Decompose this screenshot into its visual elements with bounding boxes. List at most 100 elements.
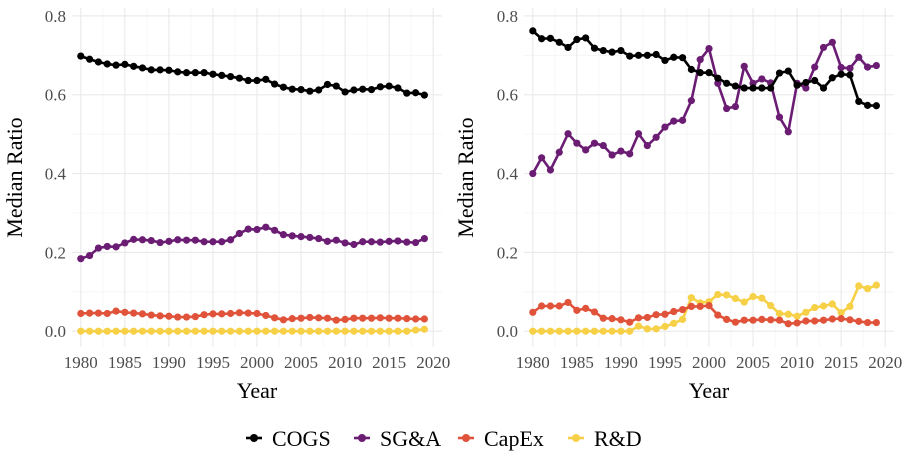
data-point-randd xyxy=(156,327,164,335)
data-point-cogs xyxy=(138,64,147,72)
data-point-cogs xyxy=(793,81,801,89)
data-point-capex xyxy=(156,312,164,320)
data-point-sganda xyxy=(297,233,305,241)
data-point-capex xyxy=(846,316,854,324)
y-tick-label: 0.0 xyxy=(497,322,518,341)
data-point-randd xyxy=(209,327,217,335)
data-point-randd xyxy=(403,327,411,335)
x-tick-label: 2010 xyxy=(780,353,814,372)
data-point-randd xyxy=(819,302,828,310)
data-point-cogs xyxy=(288,85,296,93)
y-tick-label: 0.2 xyxy=(497,243,518,262)
data-point-cogs xyxy=(297,85,305,94)
data-point-sganda xyxy=(420,234,428,243)
data-point-randd xyxy=(652,325,660,333)
data-point-randd xyxy=(723,291,731,299)
data-point-cogs xyxy=(94,58,103,66)
data-point-capex xyxy=(740,316,748,324)
data-point-capex xyxy=(191,313,199,321)
data-point-capex xyxy=(112,307,120,315)
data-point-capex xyxy=(705,302,713,310)
data-point-sganda xyxy=(546,166,555,174)
legend-item-randd: R&D xyxy=(568,426,642,451)
y-tick-label: 0.6 xyxy=(45,86,66,105)
data-point-cogs xyxy=(103,60,111,68)
data-point-cogs xyxy=(564,43,572,52)
data-point-capex xyxy=(130,309,138,317)
y-tick-label: 0.4 xyxy=(45,165,67,184)
data-point-capex xyxy=(555,302,563,310)
data-point-capex xyxy=(749,316,757,324)
data-point-cogs xyxy=(872,102,880,110)
data-point-capex xyxy=(626,318,634,326)
data-point-randd xyxy=(94,327,103,335)
data-point-randd xyxy=(367,327,376,335)
data-point-capex xyxy=(837,315,845,323)
data-point-randd xyxy=(218,327,226,335)
data-point-cogs xyxy=(165,66,173,74)
legend-label: R&D xyxy=(594,426,642,451)
data-point-cogs xyxy=(112,61,120,69)
legend-label: CapEx xyxy=(484,426,544,451)
data-point-cogs xyxy=(315,86,323,94)
data-point-capex xyxy=(564,298,572,307)
data-point-cogs xyxy=(271,80,279,88)
data-point-capex xyxy=(590,308,599,316)
data-point-randd xyxy=(643,325,651,333)
data-point-randd xyxy=(226,327,235,335)
data-point-capex xyxy=(546,302,555,310)
data-point-randd xyxy=(855,282,863,290)
data-point-capex xyxy=(855,317,863,325)
data-point-randd xyxy=(420,325,428,333)
data-point-randd xyxy=(670,319,678,327)
data-point-cogs xyxy=(86,55,94,63)
data-point-capex xyxy=(670,307,678,316)
data-point-cogs xyxy=(855,97,863,106)
data-point-randd xyxy=(165,327,173,335)
data-point-capex xyxy=(863,318,872,327)
data-point-cogs xyxy=(218,71,226,80)
data-point-randd xyxy=(775,309,784,318)
data-point-cogs xyxy=(244,76,252,85)
data-point-sganda xyxy=(191,236,199,244)
legend-item-cogs: COGS xyxy=(246,426,331,451)
data-point-sganda xyxy=(837,63,845,72)
data-point-capex xyxy=(77,309,85,318)
x-tick-label: 1985 xyxy=(108,353,142,372)
series-line-randd xyxy=(79,327,426,333)
data-point-capex xyxy=(723,315,731,324)
data-point-randd xyxy=(678,315,687,324)
data-point-sganda xyxy=(617,147,625,155)
data-point-sganda xyxy=(112,243,120,251)
data-point-sganda xyxy=(244,225,252,233)
data-point-capex xyxy=(182,313,191,321)
grid xyxy=(524,8,894,347)
data-point-capex xyxy=(599,314,607,322)
data-point-cogs xyxy=(359,85,367,93)
series-capex xyxy=(77,307,428,324)
x-tick-label: 2020 xyxy=(416,353,450,372)
data-point-cogs xyxy=(846,71,854,79)
x-tick-label: 1985 xyxy=(560,353,594,372)
x-tick-label: 2020 xyxy=(868,353,902,372)
data-point-sganda xyxy=(758,75,766,83)
y-tick-label: 0.8 xyxy=(45,7,66,26)
data-point-capex xyxy=(200,311,208,319)
data-point-capex xyxy=(147,311,155,319)
series-capex xyxy=(529,298,880,328)
y-tick-label: 0.4 xyxy=(497,165,519,184)
data-point-cogs xyxy=(77,52,85,60)
data-point-randd xyxy=(846,302,854,310)
data-point-sganda xyxy=(608,151,616,159)
data-point-randd xyxy=(323,327,332,335)
data-point-capex xyxy=(288,315,296,323)
data-point-sganda xyxy=(226,236,235,244)
data-point-randd xyxy=(147,327,155,335)
data-point-cogs xyxy=(341,88,349,96)
data-point-randd xyxy=(244,327,252,335)
data-point-capex xyxy=(573,306,581,314)
data-point-cogs xyxy=(775,69,784,77)
x-tick-label: 1995 xyxy=(648,353,682,372)
data-point-randd xyxy=(315,327,323,335)
